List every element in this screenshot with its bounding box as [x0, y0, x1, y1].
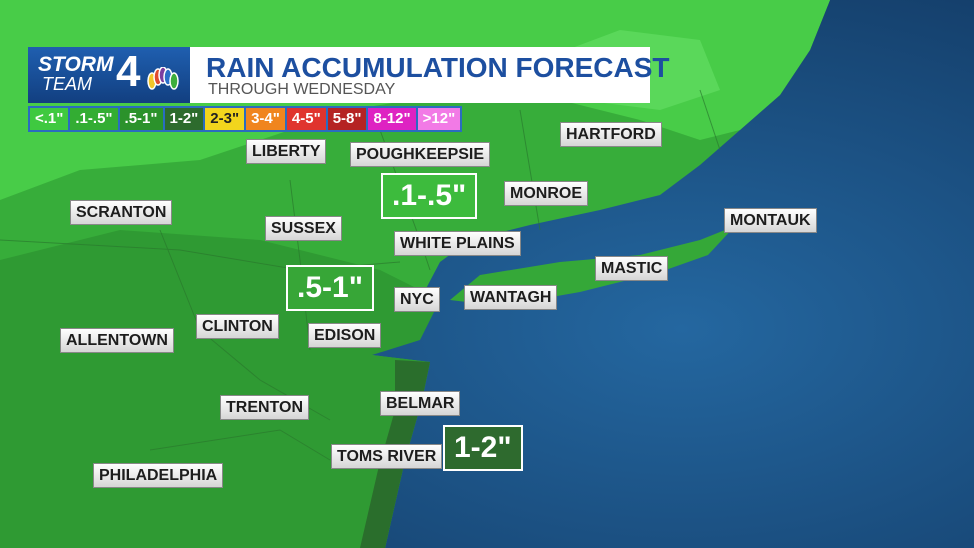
- city-label: POUGHKEEPSIE: [350, 142, 491, 167]
- city-label: ALLENTOWN: [60, 328, 174, 353]
- logo-text: TEAM: [42, 74, 93, 94]
- legend: <.1" .1-.5" .5-1" 1-2" 2-3" 3-4" 4-5" 5-8" 8-12"…: [28, 106, 463, 132]
- subtitle: THROUGH WEDNESDAY: [208, 81, 396, 98]
- logo: STORM TEAM 4: [28, 47, 190, 103]
- zone-label: .5-1": [286, 265, 374, 311]
- legend-item: >12": [417, 108, 461, 130]
- city-label: WANTAGH: [464, 285, 558, 310]
- legend-item: 4-5": [286, 108, 326, 130]
- legend-item: .5-1": [119, 108, 163, 130]
- city-label: BELMAR: [380, 391, 461, 416]
- city-label: MASTIC: [595, 256, 669, 281]
- city-label: HARTFORD: [560, 122, 662, 147]
- city-label: LIBERTY: [246, 139, 327, 164]
- title: RAIN ACCUMULATION FORECAST: [206, 52, 670, 83]
- city-label: MONTAUK: [724, 208, 817, 233]
- peacock: [147, 67, 179, 90]
- city-label: NYC: [394, 287, 440, 312]
- legend-item: .1-.5": [70, 108, 118, 130]
- city-label: TOMS RIVER: [331, 444, 443, 469]
- legend-item: <.1": [30, 108, 69, 130]
- zone-label: .1-.5": [381, 173, 478, 219]
- legend-item: 5-8": [327, 108, 367, 130]
- city-label: EDISON: [308, 323, 382, 348]
- city-label: SUSSEX: [265, 216, 342, 241]
- city-label: MONROE: [504, 181, 588, 206]
- zone-label: 1-2": [443, 425, 523, 471]
- city-label: PHILADELPHIA: [93, 463, 224, 488]
- city-label: WHITE PLAINS: [394, 231, 521, 256]
- legend-item: 8-12": [368, 108, 416, 130]
- city-label: TRENTON: [220, 395, 310, 420]
- logo-text: STORM: [38, 53, 114, 76]
- legend-item: 2-3": [205, 108, 245, 130]
- legend-item: 1-2": [164, 108, 204, 130]
- city-label: CLINTON: [196, 314, 279, 339]
- header: RAIN ACCUMULATION FORECAST THROUGH WEDNE…: [190, 47, 670, 103]
- city-label: SCRANTON: [70, 200, 173, 225]
- logo-number: 4: [116, 47, 141, 96]
- legend-item: 3-4": [246, 108, 285, 130]
